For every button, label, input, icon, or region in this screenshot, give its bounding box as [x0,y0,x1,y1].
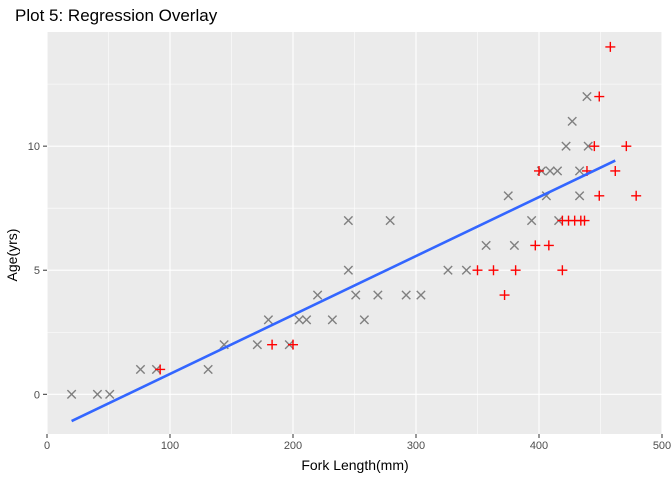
plus-marker-point [534,165,544,176]
x-marker-point [203,364,213,375]
plus-marker-point [557,265,568,276]
plus-marker-point [472,265,483,276]
x-marker-point [105,389,115,399]
x-marker-point [567,116,577,127]
y-axis-ticks: 0 5 10 [28,141,47,401]
x-tick-label: 400 [530,440,548,452]
x-marker-point [294,315,304,325]
y-axis-title: Age(yrs) [4,229,20,282]
regression-line [71,159,616,423]
y-tick-label: 5 [34,265,40,277]
x-marker-point [327,315,338,325]
x-marker-point [343,215,354,226]
x-marker-point [301,315,312,325]
plus-marker-point [288,339,298,350]
x-tick-label: 500 [653,440,671,452]
plus-marker-point [589,141,600,152]
x-marker-point [312,290,323,300]
x-marker-point [359,315,370,325]
x-marker-point [373,290,383,300]
x-tick-label: 300 [407,440,425,452]
plus-marker-point [579,215,590,226]
x-marker-point [135,364,146,375]
y-tick-label: 0 [34,389,40,401]
x-marker-point [343,265,354,275]
x-axis-title: Fork Length(mm) [301,457,408,473]
x-marker-point [263,315,274,325]
x-tick-label: 200 [284,440,302,452]
x-marker-point [552,166,563,176]
plus-marker-point [621,141,632,152]
x-marker-point [561,141,571,151]
x-marker-point [503,191,513,201]
x-marker-point [509,240,520,251]
x-marker-point [416,290,426,300]
plus-marker-point [594,190,605,201]
x-marker-point [351,290,361,300]
plus-marker-point [631,190,642,201]
x-marker-point [526,215,537,226]
data-points [66,41,642,399]
major-gridlines [46,32,663,434]
x-marker-point [583,141,593,151]
x-tick-label: 0 [44,440,50,452]
x-marker-point [481,240,491,251]
x-marker-point [574,191,585,201]
plus-marker-point [543,240,554,251]
x-marker-point [92,389,103,399]
plus-marker-point [155,364,166,375]
y-tick-label: 10 [28,141,40,153]
x-marker-point [443,265,453,275]
minor-gridlines [47,32,662,434]
x-marker-point [385,215,395,226]
x-marker-point [401,290,411,300]
chart-title: Plot 5: Regression Overlay [15,6,218,25]
plus-marker-point [530,240,541,251]
x-marker-point [252,339,263,350]
x-tick-label: 100 [161,440,179,452]
x-marker-point [461,265,472,275]
plus-marker-point [610,165,621,176]
plus-marker-point [488,265,499,276]
plus-marker-point [510,265,521,276]
x-marker-point [574,166,585,176]
plus-marker-point [594,91,605,102]
plus-marker-point [605,41,616,52]
x-marker-point [545,166,555,176]
plus-marker-point [499,290,510,301]
x-marker-point [66,389,77,399]
x-marker-point [582,91,592,102]
x-axis-ticks: 0 100 200 300 400 500 [44,434,671,452]
plus-marker-point [267,339,278,350]
